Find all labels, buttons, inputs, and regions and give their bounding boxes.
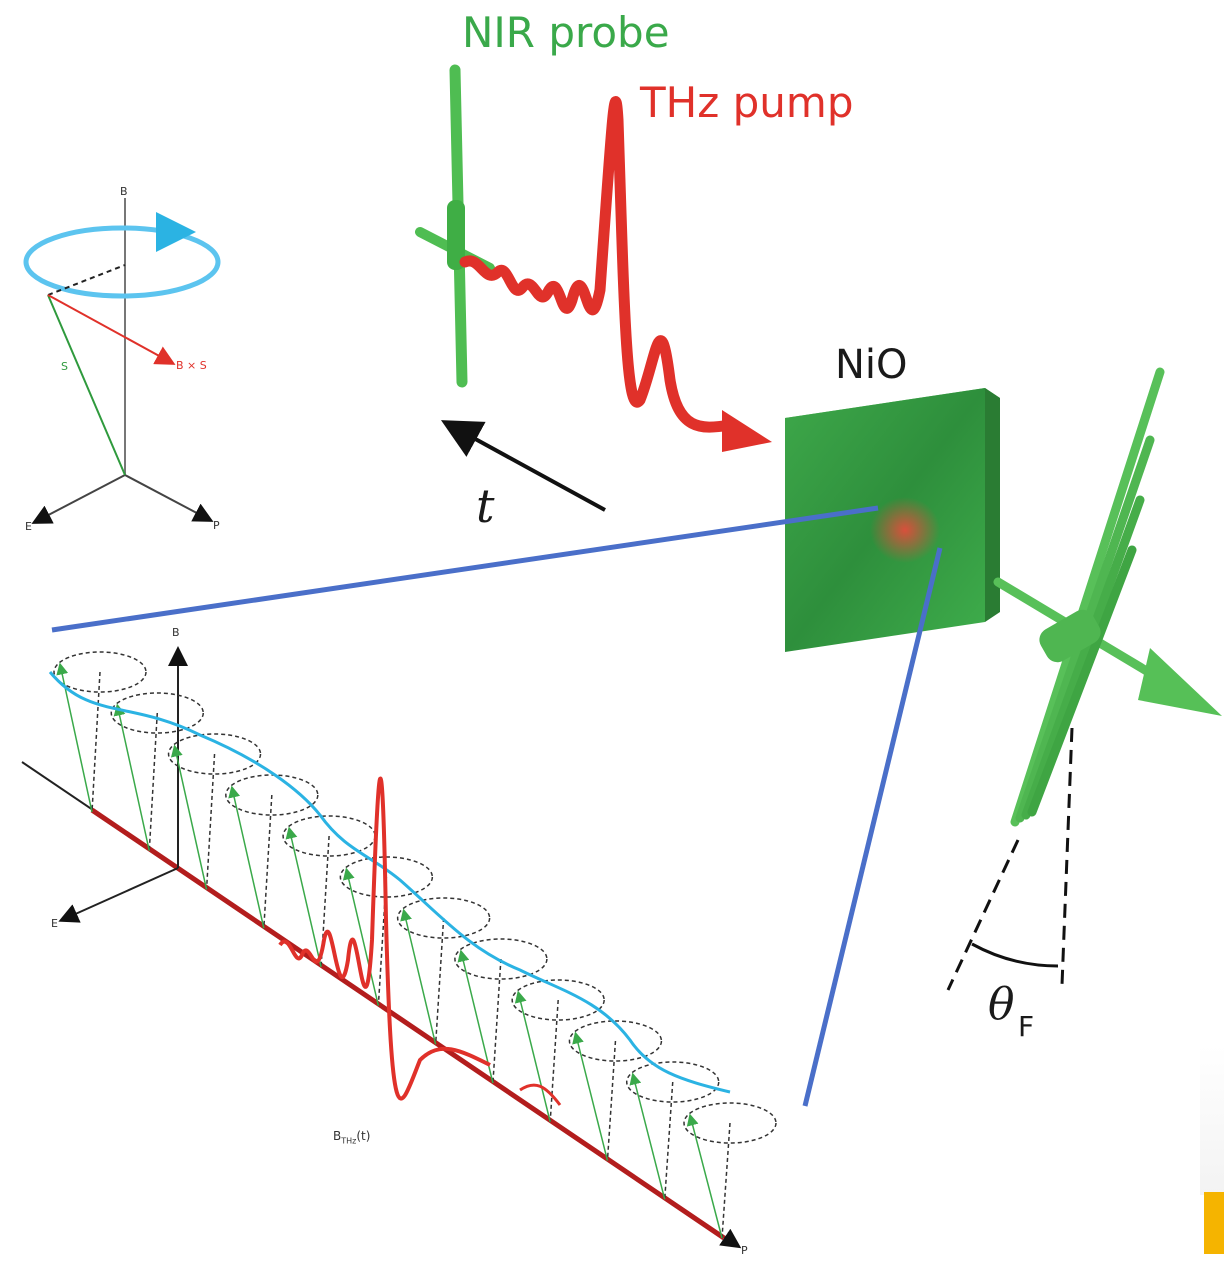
drop-line — [91, 671, 101, 813]
transmitted-probe — [993, 367, 1222, 827]
precession-circle — [683, 1102, 777, 1144]
spin-vector — [47, 294, 126, 476]
time-label: t — [476, 479, 495, 533]
pump-spot — [870, 497, 940, 563]
small-axis-e-label: E — [25, 520, 32, 533]
thz-field-argument: (t) — [356, 1129, 371, 1143]
spin-vector-arrow — [686, 1113, 723, 1239]
theta-subscript: F — [1018, 1010, 1035, 1043]
precession-circle — [167, 733, 262, 775]
angle-arc — [971, 942, 1059, 968]
vertical-drop-lines — [91, 671, 731, 1239]
thz-field-label: BTHz(t) — [333, 1130, 370, 1145]
probe-ring — [1039, 609, 1101, 663]
thz-field-tail — [519, 1083, 562, 1106]
nio-sample — [785, 388, 1000, 652]
thz-arrow-head — [722, 410, 772, 452]
drop-line — [606, 1040, 617, 1161]
corner-accent — [1204, 1192, 1224, 1254]
precession-circle — [454, 938, 548, 980]
corner-shadow — [1200, 1045, 1224, 1195]
drop-line — [434, 917, 445, 1045]
large-axis-p-label: P — [741, 1244, 748, 1257]
spin-vector-arrow — [572, 1031, 609, 1161]
zoom-line-top — [51, 505, 879, 633]
spin-label: S — [61, 360, 68, 373]
spin-trajectory — [48, 671, 731, 1094]
drop-line — [320, 835, 330, 967]
spin-vector-arrow — [514, 990, 551, 1122]
zoom-line-bottom — [802, 547, 943, 1107]
thz-field-trace — [278, 776, 491, 1101]
small-axis-p-label: P — [213, 519, 220, 532]
thz-field-symbol: B — [333, 1129, 342, 1143]
spin-vector-arrow — [170, 744, 208, 890]
spin-vector-arrow — [400, 908, 437, 1045]
radius-dashed-line — [47, 264, 126, 296]
thz-wave — [459, 96, 736, 433]
trajectory-diagram — [21, 646, 777, 1249]
drop-line — [663, 1081, 674, 1200]
spin-vector-arrow — [457, 949, 494, 1084]
spin-vector-arrow — [285, 826, 322, 968]
precession-circle — [625, 1061, 720, 1103]
spin-vector-arrow — [342, 867, 380, 1006]
spin-vectors — [56, 662, 723, 1239]
drop-line — [549, 999, 559, 1122]
angle-ray-right — [1060, 727, 1074, 986]
precession-circle — [53, 651, 147, 693]
rotated-polarization-4 — [1027, 545, 1137, 817]
precession-circle — [396, 897, 491, 939]
drop-line — [492, 958, 502, 1084]
thz-pump-pulse — [459, 96, 772, 452]
angle-ray-left — [946, 839, 1020, 991]
precession-diagram — [23, 198, 221, 524]
p-axis-red-overlay — [90, 807, 726, 1241]
faraday-angle — [946, 727, 1074, 991]
rotated-polarization-3 — [1021, 495, 1145, 820]
large-axis-b-label: B — [172, 626, 180, 639]
torque-vector — [47, 294, 176, 365]
small-axis-b-label: B — [120, 185, 128, 198]
torque-label: B × S — [176, 359, 207, 372]
nir-probe-label: NIR probe — [462, 8, 670, 57]
probe-center — [447, 200, 465, 270]
probe-beam-head — [1138, 648, 1222, 716]
precession-circle — [225, 774, 319, 816]
p-axis — [124, 474, 214, 522]
thz-field-subscript: THz — [341, 1136, 357, 1146]
theta-label: θ — [988, 979, 1015, 1030]
large-axis-e-label: E — [51, 917, 58, 930]
spin-vector-arrow — [629, 1072, 666, 1200]
drop-line — [263, 794, 273, 929]
rotated-polarization-1 — [1010, 367, 1165, 827]
e-axis-large — [58, 867, 179, 923]
nio-label: NiO — [835, 342, 908, 388]
drop-line — [721, 1122, 731, 1239]
precession-cone-circle — [23, 225, 221, 299]
time-arrow — [440, 420, 606, 512]
slab-side — [985, 388, 1000, 622]
precession-circle — [110, 692, 205, 734]
drop-line — [148, 712, 159, 851]
spin-vector-arrow — [113, 703, 151, 851]
precession-circle — [511, 979, 605, 1021]
spin-vector-arrow — [228, 785, 265, 929]
nir-probe-pulse — [415, 64, 495, 388]
e-axis — [31, 474, 126, 524]
drop-line — [205, 753, 216, 890]
precession-circle — [568, 1020, 663, 1062]
thz-pump-label: THz pump — [640, 78, 854, 127]
